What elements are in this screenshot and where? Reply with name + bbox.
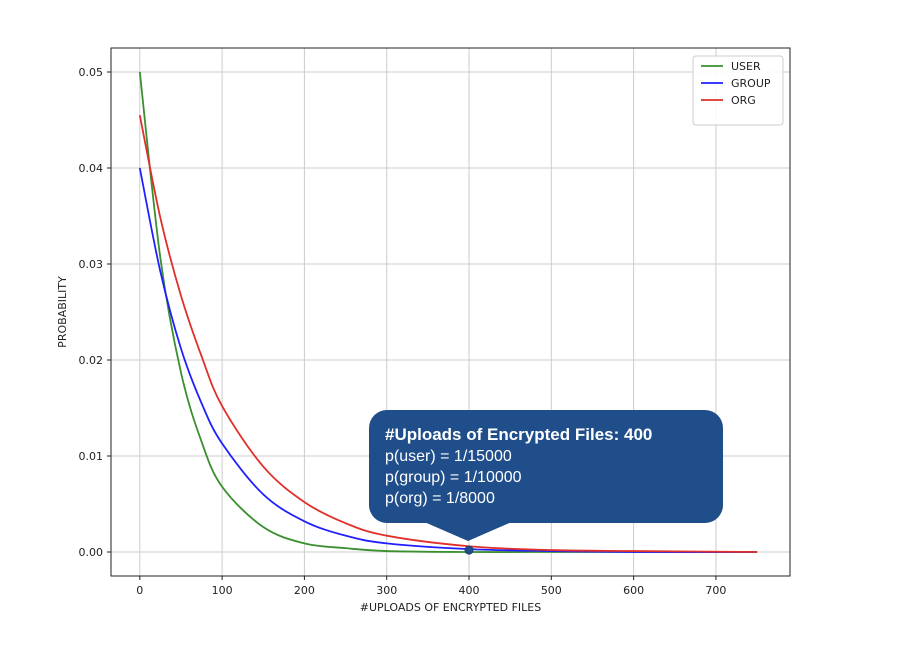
x-tick-label: 100 bbox=[212, 584, 233, 597]
y-axis-label: PROBABILITY bbox=[56, 276, 69, 348]
x-tick-label: 0 bbox=[136, 584, 143, 597]
highlight-marker bbox=[464, 545, 474, 555]
x-tick-label: 600 bbox=[623, 584, 644, 597]
annotation-pointer bbox=[422, 521, 514, 541]
y-tick-label: 0.01 bbox=[79, 450, 104, 463]
ticks: 0 100 200 300 400 500 600 700 0.00 0.01 0.02 0.03 0.… bbox=[79, 66, 727, 597]
annotation-line-org: p(org) = 1/8000 bbox=[385, 490, 495, 507]
x-tick-label: 700 bbox=[705, 584, 726, 597]
x-tick-label: 400 bbox=[459, 584, 480, 597]
y-tick-label: 0.05 bbox=[79, 66, 104, 79]
annotation-line-user: p(user) = 1/15000 bbox=[385, 448, 512, 465]
y-tick-label: 0.04 bbox=[79, 162, 104, 175]
x-tick-label: 500 bbox=[541, 584, 562, 597]
legend-label-user: USER bbox=[731, 60, 761, 73]
annotation-callout: #Uploads of Encrypted Files: 400 p(user)… bbox=[369, 410, 723, 523]
y-tick-label: 0.02 bbox=[79, 354, 104, 367]
annotation-line-group: p(group) = 1/10000 bbox=[385, 469, 522, 486]
x-tick-label: 300 bbox=[376, 584, 397, 597]
series-lines bbox=[138, 71, 758, 553]
x-tick-label: 200 bbox=[294, 584, 315, 597]
legend-label-org: ORG bbox=[731, 94, 756, 107]
legend: USER GROUP ORG bbox=[692, 55, 784, 126]
legend-frame bbox=[692, 55, 784, 126]
legend-label-group: GROUP bbox=[731, 77, 771, 90]
y-tick-label: 0.00 bbox=[79, 546, 104, 559]
plot-frame bbox=[110, 47, 791, 577]
marker-layer bbox=[464, 545, 474, 555]
grid bbox=[111, 48, 790, 576]
x-axis-label: #UPLOADS OF ENCRYPTED FILES bbox=[360, 601, 541, 614]
y-tick-label: 0.03 bbox=[79, 258, 104, 271]
annotation-title: #Uploads of Encrypted Files: 400 bbox=[385, 425, 653, 444]
series-line-org bbox=[138, 115, 758, 553]
